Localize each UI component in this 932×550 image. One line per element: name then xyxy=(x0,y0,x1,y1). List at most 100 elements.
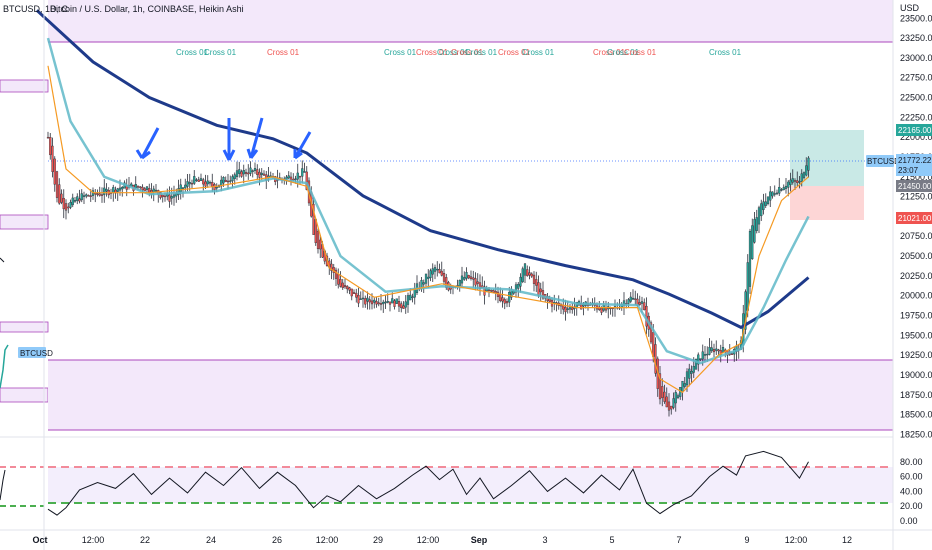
candle xyxy=(285,176,288,180)
price-axis[interactable]: USD 23500.00 23250.00 23000.00 22750.00 2250… xyxy=(892,0,932,550)
candle xyxy=(71,197,74,206)
left-mini-candles xyxy=(0,344,9,389)
candle xyxy=(692,365,695,373)
candle xyxy=(303,171,306,173)
candle xyxy=(634,298,637,300)
candle xyxy=(179,184,182,192)
price-tick-label: 20000.00 xyxy=(900,291,932,301)
candle xyxy=(222,177,225,184)
candle xyxy=(746,262,749,311)
candle xyxy=(530,273,533,277)
price-tick-label: 21250.00 xyxy=(900,192,932,202)
candle xyxy=(76,196,79,201)
candle xyxy=(537,282,540,296)
candle xyxy=(49,137,52,156)
candle xyxy=(535,279,538,286)
price-tick-label: 18250.00 xyxy=(900,429,932,439)
candle xyxy=(681,380,684,393)
candle xyxy=(368,299,371,303)
candle xyxy=(424,273,428,284)
price-tick-label: 19250.00 xyxy=(900,350,932,360)
candle xyxy=(355,292,358,298)
candle xyxy=(697,354,700,365)
candle xyxy=(800,173,803,182)
time-tick-label: 12:00 xyxy=(82,535,105,545)
candle xyxy=(503,299,506,304)
candle xyxy=(566,308,569,310)
candle xyxy=(73,199,77,202)
tag-entry xyxy=(896,180,932,192)
candle xyxy=(627,299,630,304)
candle xyxy=(382,301,385,305)
candle xyxy=(782,187,785,191)
candle xyxy=(519,276,522,287)
candle xyxy=(460,275,464,284)
tag-last-price-text: 21772.22 xyxy=(898,156,932,165)
candle xyxy=(58,184,61,204)
candle xyxy=(206,180,209,185)
cross-label: Cross 01 xyxy=(176,48,209,57)
candle xyxy=(69,202,72,208)
candle xyxy=(211,182,214,187)
candle xyxy=(386,301,389,303)
candle xyxy=(258,171,261,178)
candle xyxy=(388,301,392,305)
cross-label: Cross 01 xyxy=(267,48,300,57)
candle xyxy=(744,291,747,330)
candle xyxy=(652,332,655,357)
candle xyxy=(235,170,239,177)
candle xyxy=(755,217,758,231)
zone-bottom xyxy=(48,360,893,430)
candle xyxy=(96,193,99,195)
candle xyxy=(334,269,338,279)
candle xyxy=(112,187,115,193)
candle xyxy=(773,193,776,195)
candle xyxy=(103,187,106,195)
cross-label: Cross 01 xyxy=(593,48,626,57)
symbol-tag-right xyxy=(866,155,894,167)
candle xyxy=(94,192,97,195)
candle xyxy=(796,180,799,184)
candle xyxy=(701,351,704,360)
candle xyxy=(391,298,394,304)
candle xyxy=(427,276,430,279)
candle xyxy=(60,193,63,203)
candle xyxy=(305,171,308,190)
tag-stop xyxy=(896,212,932,224)
price-tick-label: 19750.00 xyxy=(900,311,932,321)
candle xyxy=(458,280,461,287)
time-tick-label: 12:00 xyxy=(417,535,440,545)
candle xyxy=(301,168,304,177)
left-mini-stroke xyxy=(0,257,5,263)
candle xyxy=(188,182,191,185)
time-axis[interactable]: Oct 12:00 22 24 26 12:00 29 12:00 Sep 3 5 7 9 12:00 12 xyxy=(0,529,932,545)
candle xyxy=(253,168,257,171)
candle xyxy=(564,307,567,313)
long-position-tool[interactable] xyxy=(790,130,864,220)
candle xyxy=(247,172,250,175)
candle xyxy=(514,284,518,293)
tag-stop-text: 21021.00 xyxy=(898,214,932,223)
candle xyxy=(436,268,439,271)
candle xyxy=(708,347,711,355)
candle xyxy=(251,170,254,172)
candle xyxy=(190,182,194,185)
candle xyxy=(195,179,198,181)
left-mini-rsi xyxy=(0,469,6,501)
candle xyxy=(487,289,491,292)
candle xyxy=(490,290,493,292)
time-tick-label: 7 xyxy=(676,535,681,545)
candle xyxy=(330,263,333,271)
candle xyxy=(184,184,187,189)
candle xyxy=(676,395,680,398)
candle xyxy=(296,172,299,180)
candle xyxy=(319,239,322,250)
candle xyxy=(541,290,545,299)
cross-label: Cross 01 xyxy=(204,48,237,57)
candle xyxy=(148,188,151,193)
arrow-icon xyxy=(222,118,236,161)
candle xyxy=(87,195,90,197)
left-mini-panel: BTCUSD xyxy=(0,0,53,550)
candle xyxy=(791,178,794,183)
